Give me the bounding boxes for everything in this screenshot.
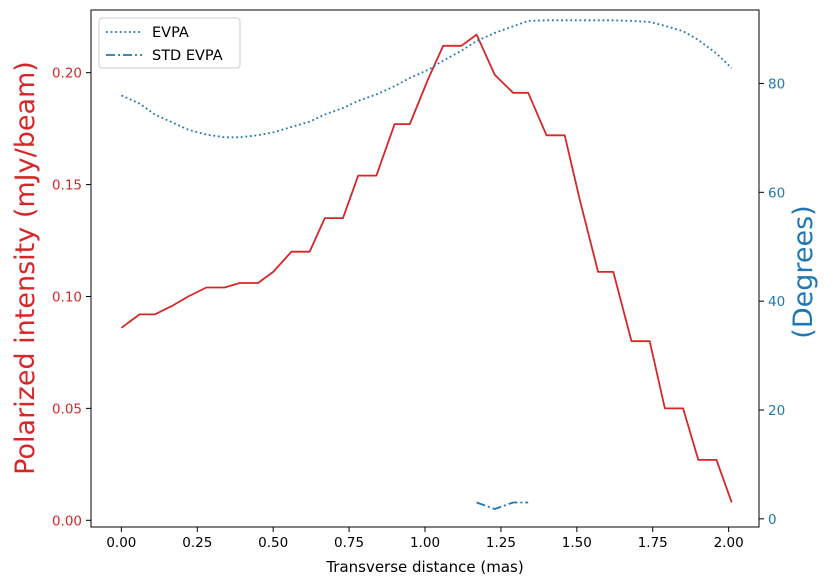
y-left-tick-label: 0.10 bbox=[52, 289, 82, 305]
y-right-tick-label: 20 bbox=[768, 403, 785, 419]
y-left-tick-label: 0.05 bbox=[52, 401, 82, 417]
y-right-tick-label: 0 bbox=[768, 512, 777, 528]
y-left-tick-label: 0.00 bbox=[52, 513, 82, 529]
y-right-tick-label: 60 bbox=[768, 185, 785, 201]
legend-evpa-label: EVPA bbox=[152, 25, 189, 41]
x-axis-label: Transverse distance (mas) bbox=[325, 558, 523, 576]
series-layer bbox=[120, 19, 733, 510]
x-tick-label: 0.75 bbox=[334, 535, 364, 551]
x-tick-label: 0.50 bbox=[258, 535, 288, 551]
legend: EVPA STD EVPA bbox=[98, 17, 241, 69]
x-tick-label: 1.00 bbox=[410, 535, 440, 551]
y-right-tick-label: 80 bbox=[768, 76, 785, 92]
y-right-tick-label: 40 bbox=[768, 294, 785, 310]
y-right-axis-label: (Degrees) bbox=[788, 205, 819, 338]
x-tick-label: 0.00 bbox=[106, 535, 136, 551]
y-right-axis-ticks: 0 20 40 60 80 bbox=[759, 76, 785, 528]
evpa-line bbox=[121, 19, 733, 139]
legend-std-evpa-label: STD EVPA bbox=[152, 48, 223, 64]
legend-box bbox=[98, 17, 241, 69]
y-left-axis-ticks: 0.00 0.05 0.10 0.15 0.20 bbox=[52, 66, 91, 529]
x-axis-ticks: 0.00 0.25 0.50 0.75 1.00 1.25 1.50 1.75 2.00 bbox=[106, 527, 744, 551]
x-tick-label: 1.75 bbox=[638, 535, 668, 551]
x-tick-label: 2.00 bbox=[714, 535, 744, 551]
std_evpa-line bbox=[476, 501, 529, 510]
x-tick-label: 1.25 bbox=[486, 535, 516, 551]
x-tick-label: 0.25 bbox=[182, 535, 212, 551]
polarized-line bbox=[120, 33, 733, 503]
y-left-tick-label: 0.15 bbox=[52, 178, 82, 194]
y-left-axis-label: Polarized intensity (mJy/beam) bbox=[10, 61, 41, 475]
x-tick-label: 1.50 bbox=[562, 535, 592, 551]
y-left-tick-label: 0.20 bbox=[52, 66, 82, 82]
